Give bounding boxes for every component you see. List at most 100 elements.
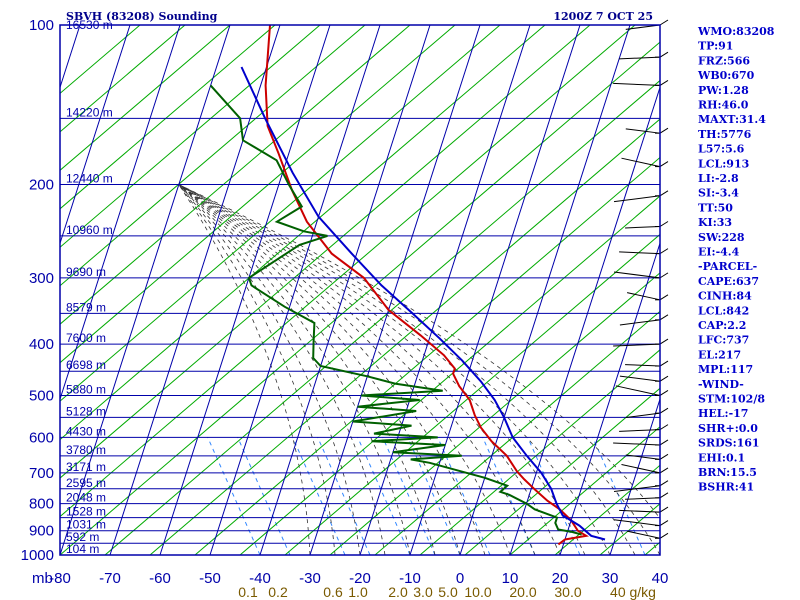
mixing-ratio-label: 3.0 xyxy=(413,584,433,600)
index-line: CAPE:637 xyxy=(698,275,759,288)
wind-barb-flag xyxy=(659,480,669,487)
wind-barb-staff xyxy=(619,319,661,326)
index-line: SW:228 xyxy=(698,231,745,244)
moist-adiabat-line xyxy=(178,184,486,555)
height-label: 6698 m xyxy=(66,358,106,372)
index-line: EI:-4.4 xyxy=(698,246,740,259)
wind-barb xyxy=(613,190,669,203)
isotherm-gridline xyxy=(359,25,531,555)
wind-barb-flag xyxy=(659,272,669,279)
height-label: 8579 m xyxy=(66,300,106,314)
isotherm-gridline xyxy=(609,397,660,555)
dry-adiabat-line xyxy=(554,464,660,555)
dry-adiabat-line xyxy=(60,25,591,479)
dry-adiabat-line xyxy=(60,41,660,555)
moist-adiabat-line xyxy=(178,184,386,555)
height-label: 10960 m xyxy=(66,223,113,237)
temperature-tick-label: 20 xyxy=(552,570,569,587)
pressure-label: 800 xyxy=(29,496,54,513)
isotherm-gridline xyxy=(60,25,131,245)
temperature-tick-label: -70 xyxy=(99,570,121,587)
dry-adiabat-line xyxy=(60,25,501,402)
index-line: SHR+:0.0 xyxy=(698,422,758,435)
wind-barb xyxy=(625,221,669,229)
isotherm-gridline xyxy=(60,25,231,555)
wind-barb xyxy=(613,271,669,279)
moist-adiabat-line xyxy=(178,184,411,555)
isotherm-gridline xyxy=(309,25,481,555)
index-line: KI:33 xyxy=(698,216,732,229)
temperature-tick-label: 0 xyxy=(456,570,464,587)
wind-barb-flag xyxy=(659,19,669,26)
height-label: 5880 m xyxy=(66,382,106,396)
pressure-labels: 100 200 300 400 500 600 700 800 900 1000 xyxy=(21,17,54,564)
index-line: TT:50 xyxy=(698,201,733,214)
dry-adiabat-line xyxy=(60,25,186,133)
mixing-ratio-label: 0.1 xyxy=(238,584,258,600)
wind-barb-flag xyxy=(659,221,669,227)
wind-barb xyxy=(621,157,669,168)
wind-barb-staff xyxy=(613,485,661,493)
temperature-tick-label: -10 xyxy=(399,570,421,587)
parcel-line xyxy=(240,66,606,541)
dry-adiabat-line xyxy=(464,387,660,555)
index-line: EL:217 xyxy=(698,348,741,361)
index-line: TH:5776 xyxy=(698,128,752,141)
wind-barb-staff xyxy=(625,454,661,460)
index-line: MPL:117 xyxy=(698,363,753,376)
mixing-ratio-line xyxy=(407,437,461,555)
index-line: BSHR:41 xyxy=(698,481,754,494)
dry-adiabat-line xyxy=(60,25,636,518)
pressure-label: 100 xyxy=(29,17,54,34)
pressure-label: 400 xyxy=(29,336,54,353)
wind-barb-staff xyxy=(625,226,661,229)
index-line: SRDS:161 xyxy=(698,437,760,450)
pressure-label: 700 xyxy=(29,465,54,482)
temperature-tick-label: -20 xyxy=(349,570,371,587)
index-line: RH:46.0 xyxy=(698,99,749,112)
moist-adiabat-line xyxy=(178,184,511,555)
index-line: STM:102/8 xyxy=(698,393,765,406)
wind-barb-staff xyxy=(619,429,661,432)
index-line: WB0:670 xyxy=(697,69,755,82)
isotherm-gridline xyxy=(459,25,631,555)
sounding-series xyxy=(209,25,606,546)
wind-barb-flag xyxy=(659,467,669,474)
temperature-tick-label: -60 xyxy=(149,570,171,587)
dry-adiabat-line xyxy=(60,25,321,248)
dry-adiabat-line xyxy=(149,118,660,555)
dry-adiabat-line xyxy=(374,310,660,555)
isotherm-gridline xyxy=(159,25,331,555)
index-line: EHI:0.1 xyxy=(698,451,745,464)
pressure-label: 600 xyxy=(29,429,54,446)
dry-adiabat-lines xyxy=(60,25,660,555)
wind-barb xyxy=(621,463,669,474)
wind-barb-flag xyxy=(659,439,669,446)
isotherm-gridline xyxy=(259,25,431,555)
index-line: -PARCEL- xyxy=(698,260,757,273)
wind-barb-staff xyxy=(621,463,661,474)
temperature-tick-label: -30 xyxy=(299,570,321,587)
mixing-ratio-label: 10.0 xyxy=(464,584,491,600)
index-line: LI:-2.8 xyxy=(698,172,739,185)
wind-barb-staff xyxy=(625,364,661,367)
mixing-ratio-line xyxy=(592,437,646,555)
temperature-tick-label: 40 xyxy=(652,570,669,587)
isotherm-gridline xyxy=(509,85,660,555)
height-label: 2595 m xyxy=(66,476,106,490)
dry-adiabat-line xyxy=(104,79,660,555)
index-line: CAP:2.2 xyxy=(698,319,746,332)
wind-barb-flag xyxy=(659,492,669,499)
wind-barb-flag xyxy=(659,407,669,414)
wind-barb-staff xyxy=(619,251,661,255)
temperature-line xyxy=(264,25,589,546)
moist-adiabat-line xyxy=(178,184,636,555)
wind-barb xyxy=(619,51,669,60)
isotherm-gridline xyxy=(409,25,581,555)
dry-adiabat-line xyxy=(60,25,276,210)
dry-adiabat-line xyxy=(60,25,411,325)
chart-title: SBVH (83208) Sounding xyxy=(66,10,218,23)
dry-adiabat-line xyxy=(194,156,660,555)
